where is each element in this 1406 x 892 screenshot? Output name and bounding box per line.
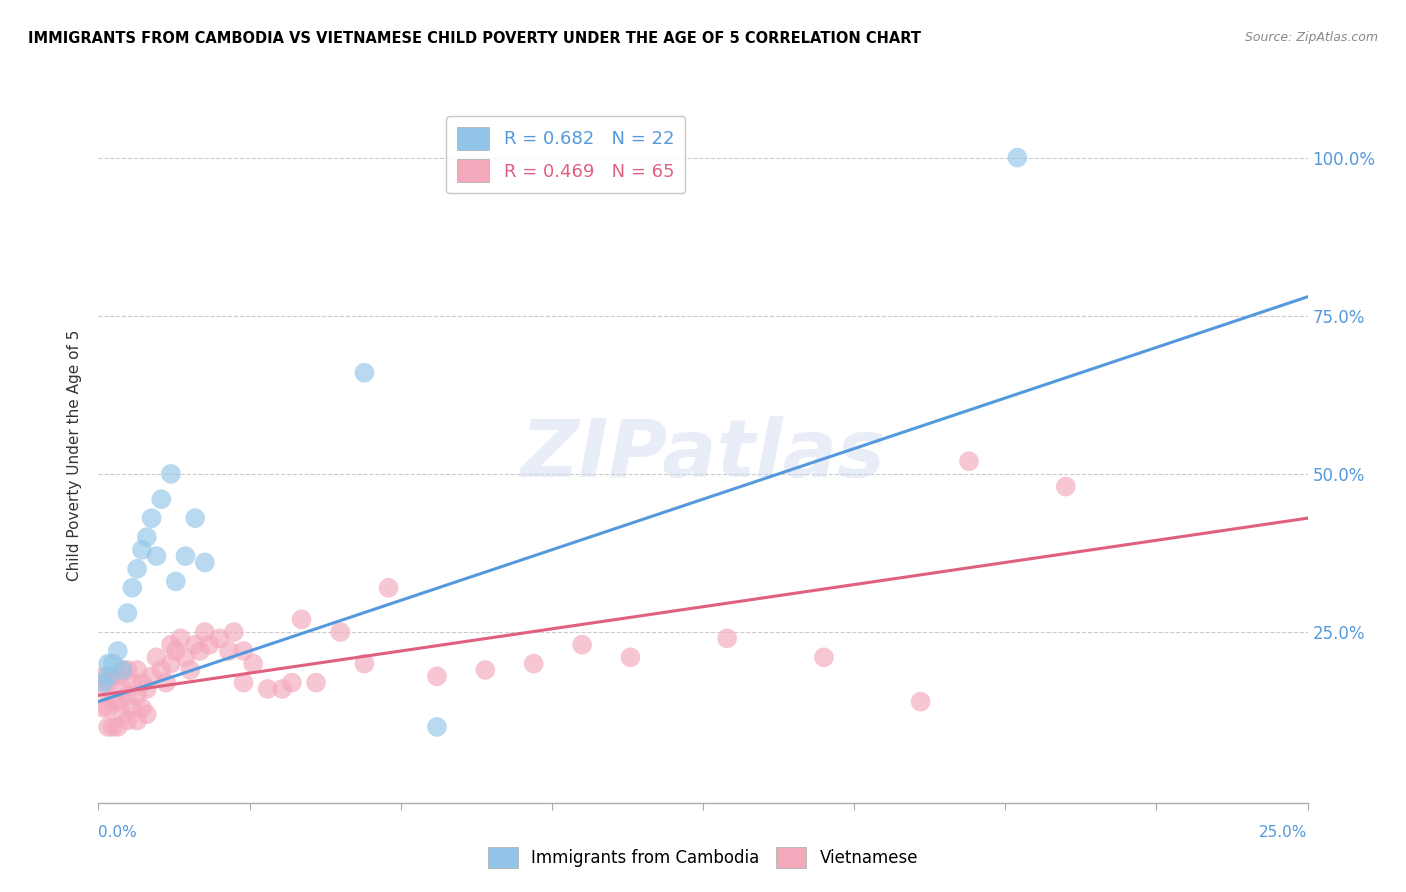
Point <box>1054 479 1077 493</box>
Point <box>107 669 129 683</box>
Point <box>155 675 177 690</box>
Point <box>571 638 593 652</box>
Point <box>101 720 124 734</box>
Point <box>135 707 157 722</box>
Point <box>222 625 245 640</box>
Point <box>198 638 221 652</box>
Point <box>131 675 153 690</box>
Point <box>135 530 157 544</box>
Point <box>174 650 197 665</box>
Point <box>305 675 328 690</box>
Point <box>150 492 173 507</box>
Point <box>271 681 294 696</box>
Point <box>135 681 157 696</box>
Point <box>127 688 149 702</box>
Point <box>145 650 167 665</box>
Point <box>353 366 375 380</box>
Point <box>107 695 129 709</box>
Point <box>218 644 240 658</box>
Point <box>91 675 114 690</box>
Point <box>165 574 187 589</box>
Point <box>169 632 191 646</box>
Point <box>232 644 254 658</box>
Point <box>117 663 139 677</box>
Point <box>232 675 254 690</box>
Legend: R = 0.682   N = 22, R = 0.469   N = 65: R = 0.682 N = 22, R = 0.469 N = 65 <box>446 116 685 194</box>
Point <box>97 701 120 715</box>
Text: ZIPatlas: ZIPatlas <box>520 416 886 494</box>
Y-axis label: Child Poverty Under the Age of 5: Child Poverty Under the Age of 5 <box>67 329 83 581</box>
Point <box>426 720 449 734</box>
Point <box>957 454 980 468</box>
Point <box>117 606 139 620</box>
Point <box>97 669 120 683</box>
Point <box>111 663 134 677</box>
Point <box>127 714 149 728</box>
Point <box>353 657 375 671</box>
Point <box>208 632 231 646</box>
Point <box>160 657 183 671</box>
Point <box>141 511 163 525</box>
Point <box>160 467 183 481</box>
Point <box>910 695 932 709</box>
Point <box>160 638 183 652</box>
Point <box>127 663 149 677</box>
Point <box>131 542 153 557</box>
Point <box>91 681 114 696</box>
Text: 0.0%: 0.0% <box>98 825 138 840</box>
Point <box>194 556 217 570</box>
Point <box>117 714 139 728</box>
Point <box>141 669 163 683</box>
Point <box>242 657 264 671</box>
Point <box>716 632 738 646</box>
Point <box>150 663 173 677</box>
Text: Source: ZipAtlas.com: Source: ZipAtlas.com <box>1244 31 1378 45</box>
Text: 25.0%: 25.0% <box>1260 825 1308 840</box>
Point <box>165 644 187 658</box>
Point <box>813 650 835 665</box>
Point <box>121 581 143 595</box>
Point <box>107 720 129 734</box>
Point <box>111 707 134 722</box>
Point <box>101 695 124 709</box>
Point <box>121 701 143 715</box>
Text: IMMIGRANTS FROM CAMBODIA VS VIETNAMESE CHILD POVERTY UNDER THE AGE OF 5 CORRELAT: IMMIGRANTS FROM CAMBODIA VS VIETNAMESE C… <box>28 31 921 46</box>
Point <box>111 663 134 677</box>
Point <box>184 638 207 652</box>
Point <box>188 644 211 658</box>
Point <box>426 669 449 683</box>
Point <box>523 657 546 671</box>
Point <box>194 625 217 640</box>
Point <box>91 701 114 715</box>
Point <box>131 701 153 715</box>
Point <box>97 720 120 734</box>
Point <box>1007 151 1029 165</box>
Point <box>97 657 120 671</box>
Point <box>179 663 201 677</box>
Point <box>281 675 304 690</box>
Point <box>91 669 114 683</box>
Legend: Immigrants from Cambodia, Vietnamese: Immigrants from Cambodia, Vietnamese <box>481 840 925 875</box>
Point <box>101 657 124 671</box>
Point <box>107 644 129 658</box>
Point <box>127 562 149 576</box>
Point <box>329 625 352 640</box>
Point <box>256 681 278 696</box>
Point <box>97 675 120 690</box>
Point <box>290 612 312 626</box>
Point <box>474 663 496 677</box>
Point <box>174 549 197 563</box>
Point <box>619 650 641 665</box>
Point <box>377 581 399 595</box>
Point <box>184 511 207 525</box>
Point <box>117 688 139 702</box>
Point <box>111 681 134 696</box>
Point <box>145 549 167 563</box>
Point <box>121 675 143 690</box>
Point <box>101 669 124 683</box>
